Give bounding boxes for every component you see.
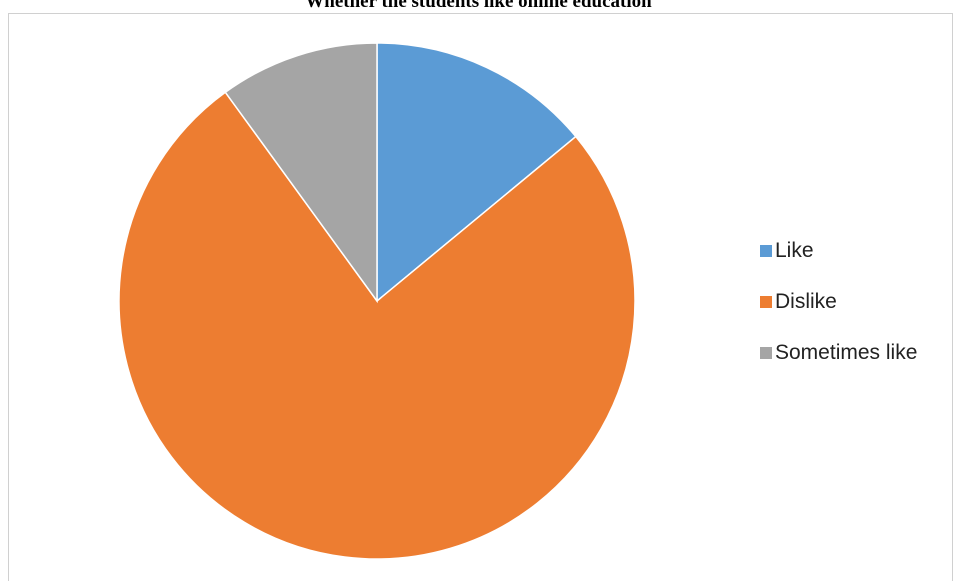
legend-item-dislike: Dislike (760, 289, 917, 315)
legend-label-like: Like (775, 239, 814, 262)
pie-slice-sometimes-like (224, 42, 378, 304)
legend-swatch-sometimes-like (760, 347, 772, 359)
chart-legend: Like Dislike Sometimes like (760, 238, 917, 391)
legend-swatch-like (760, 245, 772, 257)
pie-slice-like (376, 42, 577, 303)
legend-swatch-dislike (760, 296, 772, 308)
legend-item-sometimes-like: Sometimes like (760, 340, 917, 366)
legend-label-dislike: Dislike (775, 290, 837, 313)
legend-label-sometimes-like: Sometimes like (775, 341, 918, 364)
chart-frame (8, 13, 953, 581)
pie-slice-dislike (118, 91, 636, 560)
pie-slices (118, 42, 636, 560)
chart-title: Whether the students like online educati… (305, 0, 652, 12)
legend-item-like: Like (760, 238, 917, 264)
